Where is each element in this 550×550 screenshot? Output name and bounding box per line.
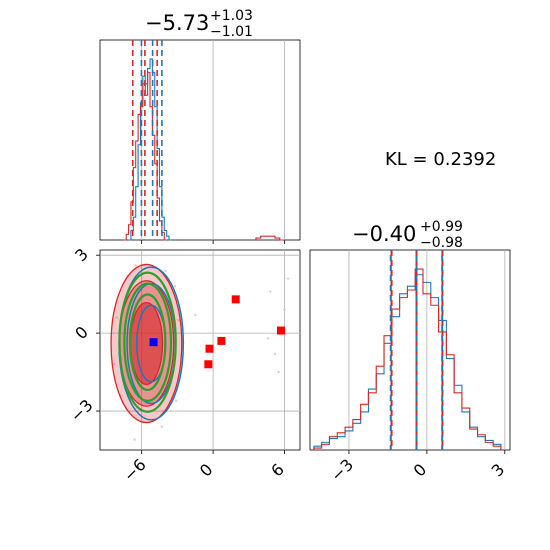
panel-hist-y-frame [309, 249, 511, 451]
hist-x-title-main: −5.73 [145, 11, 209, 35]
scatter-faint-point-7 [160, 425, 164, 428]
scatter-y-ticks: −3 0 3 [67, 245, 100, 426]
scatter-faint-point-17 [113, 363, 116, 366]
hist-x-quantile-lines [131, 40, 163, 240]
hist-y-title-sup: +0.99 [420, 219, 463, 235]
panel-scatter-xy-frame [99, 249, 301, 451]
scatter-faint-point-12 [283, 308, 286, 311]
scatter-xtick-label-1: 0 [196, 460, 217, 481]
scatter-xtick-label-2: 6 [267, 460, 288, 481]
hist-y-xtick-label-0: −3 [327, 455, 357, 485]
marker-blue-square [149, 338, 158, 347]
scatter-faint-point-11 [273, 352, 277, 356]
scatter-faint-point-5 [174, 399, 178, 402]
contour-green-inner [128, 293, 167, 392]
scatter-faint-point-10 [269, 290, 272, 293]
scatter-x-ticks: −6 0 6 [120, 450, 288, 485]
scatter-faint-point-6 [133, 438, 136, 441]
contour-green-mid [123, 282, 173, 402]
panel-scatter-xy: −6 0 6 −3 0 3 [67, 245, 301, 485]
scatter-contours [110, 263, 185, 424]
scatter-faint-point-9 [115, 316, 118, 319]
marker-red-square-0 [231, 295, 240, 304]
panel-hist-x-frame [99, 39, 301, 241]
hist-y-grid [348, 250, 506, 450]
marker-red-square-2 [217, 336, 226, 345]
hist-y-red-steps [313, 268, 502, 450]
hist-y-xtick-label-2: 3 [488, 460, 509, 481]
hist-x-title-sup: +1.03 [210, 8, 253, 24]
hist-y-quantile-lines [389, 250, 444, 450]
scatter-faint-point-8 [177, 318, 180, 322]
contour-red-inner [129, 301, 164, 386]
marker-red-square-3 [205, 344, 214, 353]
scatter-faint-point-2 [164, 269, 167, 272]
scatter-markers [149, 295, 285, 369]
scatter-faint-point-3 [173, 285, 177, 288]
panel-hist-y: −3 0 3 −0.40 +0.99 −0.98 [309, 219, 511, 485]
marker-red-square-1 [276, 326, 285, 335]
scatter-faint-point-16 [194, 313, 197, 317]
hist-y-title-main: −0.40 [352, 222, 416, 246]
scatter-ytick-label-2: 3 [71, 245, 92, 266]
scatter-faint-point-14 [277, 370, 280, 374]
scatter-ytick-label-1: 0 [71, 322, 92, 343]
scatter-xtick-label-0: −6 [120, 455, 150, 485]
marker-red-square-4 [204, 360, 213, 369]
hist-x-blue-series [128, 58, 172, 241]
hist-y-title-sub: −0.98 [420, 235, 463, 251]
hist-y-red-series [313, 268, 502, 450]
scatter-faint-point-1 [134, 264, 137, 267]
hist-x-red-tail-steps [255, 235, 285, 241]
kl-label: KL = 0.2392 [385, 149, 496, 170]
hist-x-red-steps [123, 71, 167, 241]
scatter-faint-points [113, 264, 290, 441]
contour-green-outer [118, 271, 177, 413]
hist-x-title-sub: −1.01 [210, 24, 253, 40]
hist-x-grid [141, 40, 285, 244]
hist-y-xtick-label-1: 0 [410, 460, 431, 481]
panel-hist-x: −5.73 +1.03 −1.01 [99, 8, 301, 244]
scatter-ytick-label-0: −3 [67, 396, 97, 426]
hist-x-red-series [123, 71, 285, 241]
hist-x-blue-steps [128, 58, 172, 241]
hist-y-x-ticks: −3 0 3 [327, 450, 508, 485]
scatter-faint-point-13 [266, 337, 270, 340]
hist-y-blue-steps [313, 274, 502, 450]
scatter-faint-point-15 [286, 277, 290, 280]
hist-y-blue-series [313, 274, 502, 450]
